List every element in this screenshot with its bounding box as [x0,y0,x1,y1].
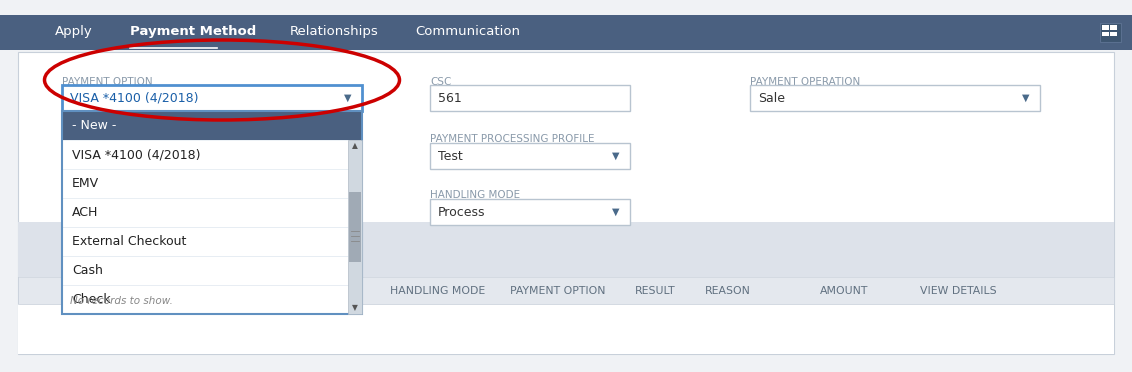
Text: No records to show.: No records to show. [70,296,173,306]
Text: ▼: ▼ [352,304,358,312]
FancyBboxPatch shape [18,277,1114,304]
Text: Cash: Cash [72,264,103,277]
Text: ▼: ▼ [1022,93,1030,103]
Text: PAYMENT OPTION: PAYMENT OPTION [62,77,153,87]
Text: Test: Test [438,150,463,163]
FancyBboxPatch shape [751,85,1040,111]
Text: Process: Process [438,205,486,218]
Text: Sale: Sale [758,92,784,105]
Text: CSC: CSC [430,77,452,87]
Text: - New -: - New - [72,119,117,132]
FancyBboxPatch shape [1110,32,1117,36]
Text: Check: Check [72,293,111,306]
FancyBboxPatch shape [1100,23,1121,42]
FancyBboxPatch shape [1101,25,1108,30]
Text: ▼: ▼ [612,207,619,217]
Text: PAYMENT PROCESSING PROFILE: PAYMENT PROCESSING PROFILE [430,134,594,144]
Text: Communication: Communication [415,25,520,38]
Text: VISA *4100 (4/2018): VISA *4100 (4/2018) [70,92,198,105]
Text: Relationships: Relationships [290,25,379,38]
FancyBboxPatch shape [1110,25,1117,30]
Text: REASON: REASON [705,285,751,295]
Text: Payment Method: Payment Method [130,25,256,38]
Text: AMOUNT: AMOUNT [820,285,868,295]
Text: ACH: ACH [72,206,98,219]
Text: PAYMENT OPERATION: PAYMENT OPERATION [751,77,860,87]
Text: HANDLING MODE: HANDLING MODE [391,285,486,295]
Text: RESULT: RESULT [635,285,676,295]
Text: PAYMENT OPTION: PAYMENT OPTION [511,285,606,295]
FancyBboxPatch shape [62,169,362,198]
FancyBboxPatch shape [62,198,362,227]
Text: EMV: EMV [72,177,100,190]
Text: VIEW DETAILS: VIEW DETAILS [920,285,996,295]
FancyBboxPatch shape [62,227,362,256]
FancyBboxPatch shape [0,15,1132,50]
FancyBboxPatch shape [18,52,1114,354]
Text: HANDLING MODE: HANDLING MODE [430,190,520,200]
FancyBboxPatch shape [348,140,362,314]
FancyBboxPatch shape [62,256,362,285]
FancyBboxPatch shape [430,143,631,169]
FancyBboxPatch shape [18,304,1114,354]
Text: External Checkout: External Checkout [72,235,187,248]
FancyBboxPatch shape [430,199,631,225]
FancyBboxPatch shape [18,222,1114,277]
Text: 561: 561 [438,92,462,105]
FancyBboxPatch shape [62,85,362,111]
FancyBboxPatch shape [62,285,362,314]
Text: ▼: ▼ [612,151,619,161]
FancyBboxPatch shape [1101,32,1108,36]
FancyBboxPatch shape [62,111,362,140]
Text: ▲: ▲ [352,141,358,151]
FancyBboxPatch shape [349,192,361,262]
Text: Apply: Apply [55,25,93,38]
FancyBboxPatch shape [430,85,631,111]
Text: ▼: ▼ [344,93,352,103]
Text: VISA *4100 (4/2018): VISA *4100 (4/2018) [72,148,200,161]
FancyBboxPatch shape [62,140,362,169]
